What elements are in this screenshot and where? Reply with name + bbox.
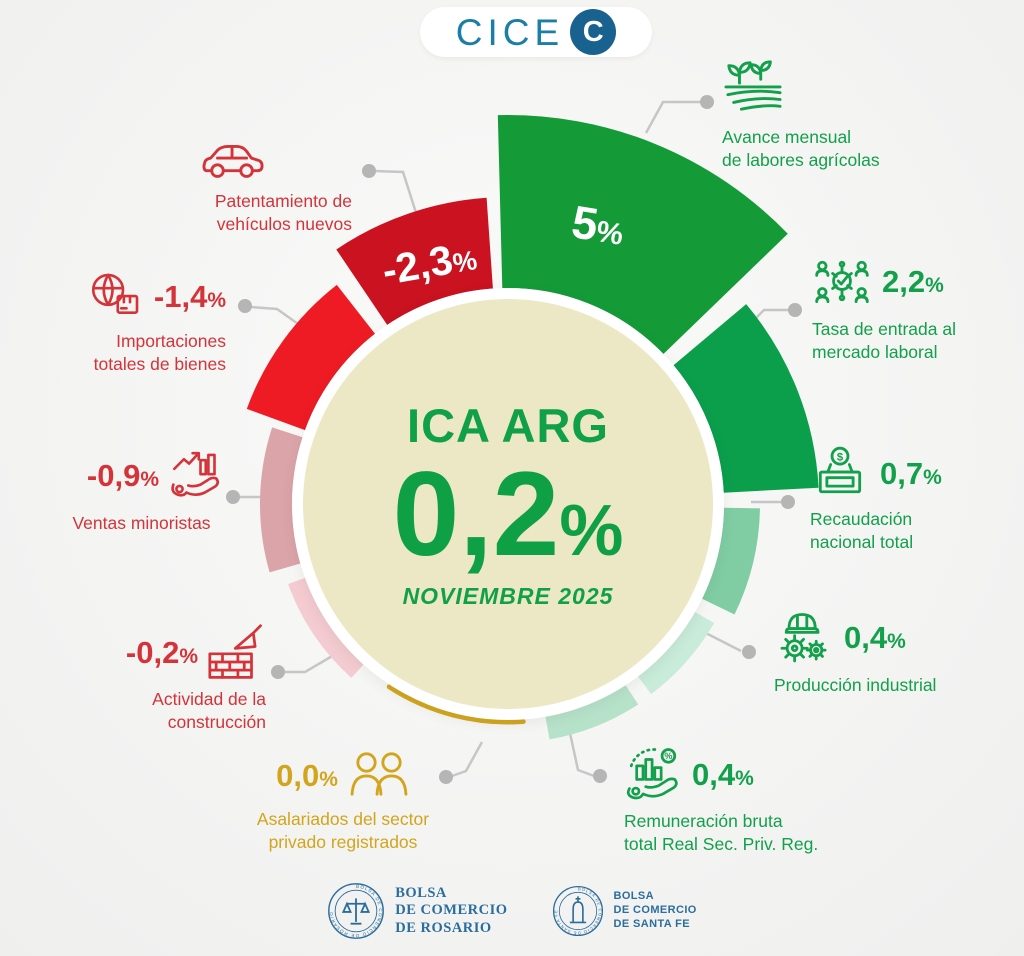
segment-importaciones — [246, 284, 375, 431]
callout-asalariados-label: Asalariados del sector privado registrad… — [256, 809, 430, 852]
hardhat-gears-icon — [780, 613, 827, 663]
callout-remuneracion-label: Remuneración bruta total Real Sec. Priv.… — [624, 811, 819, 854]
callout-asalariados: 0,0% Asalariados del sector privado regi… — [248, 750, 438, 854]
connector-dot-ventas — [226, 490, 240, 504]
logo-bolsa-santafe: BOLSA DE COMERCIO DE SANTA FE BOLSA DE C… — [552, 885, 697, 937]
segment-construccion — [288, 577, 364, 678]
connector-agro — [644, 100, 701, 134]
callout-construccion-label: Actividad de la construcción — [152, 689, 266, 732]
cicec-logo-badge: C — [570, 9, 617, 55]
connector-remuneracion — [568, 732, 595, 778]
connector-dot-remuneracion — [593, 769, 607, 783]
callout-produccion: 0,4% Producción industrial — [774, 608, 989, 697]
callout-importaciones-label: Importaciones totales de bienes — [93, 331, 226, 374]
footer: BOLSA DE COMERCIO DE ROSARIO BOLSA DE CO… — [0, 882, 1024, 940]
headline-value: 0,2% — [392, 447, 624, 581]
segment-tasa — [673, 304, 819, 493]
callout-recaudacion-label: Recaudación nacional total — [810, 509, 914, 552]
center-disc: ICA ARG 0,2% NOVIEMBRE 2025 — [292, 288, 724, 720]
period-label: NOVIEMBRE 2025 — [402, 583, 614, 609]
svg-text:%: % — [664, 751, 672, 761]
callout-construccion: -0,2% Actividad de la construcción — [98, 624, 266, 734]
rosario-seal-icon: BOLSA DE COMERCIO DE ROSARIO — [328, 883, 385, 939]
connector-dot-produccion — [742, 645, 756, 659]
hand-rising-chart-icon — [171, 451, 220, 497]
callout-agro: Avance mensual de labores agrícolas — [722, 56, 937, 172]
chart-title: ICA ARG — [407, 399, 609, 452]
logo-bolsa-rosario: BOLSA DE COMERCIO DE ROSARIO BOLSA DE CO… — [327, 882, 507, 940]
callout-importaciones-row: -1,4% — [68, 270, 226, 322]
callout-construccion-row: -0,2% — [98, 624, 266, 680]
santafe-seal-icon: BOLSA DE COMERCIO DE SANTA FE — [552, 885, 603, 937]
connector-dot-importaciones — [238, 299, 252, 313]
callout-patentamiento: Patentamiento de vehículos nuevos — [202, 138, 352, 236]
callout-ventas: -0,9% Ventas minoristas — [58, 446, 225, 535]
callout-agro-label: Avance mensual de labores agrícolas — [722, 127, 880, 170]
callout-tasa-row: 2,2% — [812, 252, 982, 310]
callout-ventas-value: -0,9% — [86, 457, 159, 493]
two-people-icon — [350, 752, 408, 796]
hand-bars-percent-icon: % — [626, 748, 678, 800]
trowel-bricks-icon — [208, 624, 262, 679]
callout-importaciones-value: -1,4% — [153, 278, 226, 314]
callout-patentamiento-label: Patentamiento de vehículos nuevos — [214, 191, 352, 234]
connector-dot-asalariados — [439, 770, 453, 784]
callout-remuneracion: % 0,4% Remuneración bruta total Real Sec… — [624, 746, 829, 856]
santafe-name: BOLSA DE COMERCIO DE SANTA FE — [613, 890, 697, 930]
callout-recaudacion: $ 0,7% Recaudación nacional total — [810, 446, 980, 554]
callout-ventas-label: Ventas minoristas — [72, 513, 211, 533]
callout-remuneracion-value: 0,4% — [692, 756, 754, 792]
segment-ventas — [259, 427, 303, 573]
chart-segments — [246, 114, 819, 740]
callout-produccion-label: Producción industrial — [774, 675, 937, 695]
callout-recaudacion-row: $ 0,7% — [810, 446, 980, 500]
callout-recaudacion-value: 0,7% — [880, 455, 942, 491]
money-box-icon: $ — [818, 446, 862, 494]
globe-package-icon — [91, 273, 139, 314]
callout-ventas-row: -0,9% — [58, 446, 225, 504]
wedge-value-agro: 5% — [568, 195, 626, 252]
callout-importaciones: -1,4% Importaciones totales de bienes — [68, 270, 226, 376]
cicec-logo: CICE C — [420, 7, 652, 57]
callout-produccion-value: 0,4% — [844, 619, 906, 655]
callout-tasa: 2,2% Tasa de entrada al mercado laboral — [812, 252, 982, 364]
segment-produccion — [638, 612, 715, 695]
callout-tasa-label: Tasa de entrada al mercado laboral — [812, 319, 956, 362]
people-network-check-icon — [815, 260, 869, 304]
segment-remuneracion — [545, 685, 639, 740]
callout-construccion-value: -0,2% — [125, 634, 198, 670]
connector-patentamiento — [374, 169, 420, 220]
connector-dot-recaudacion — [781, 495, 795, 509]
segment-agro — [497, 114, 788, 355]
cicec-logo-text: CICE — [455, 11, 565, 53]
cicec-badge-letter: C — [582, 15, 604, 48]
connector-dot-tasa — [788, 303, 802, 317]
rosario-name: BOLSA DE COMERCIO DE ROSARIO — [395, 884, 508, 936]
connector-dot-agro — [700, 95, 714, 109]
car-icon — [202, 144, 264, 178]
callout-asalariados-row: 0,0% — [248, 750, 438, 800]
sprout-field-icon — [724, 60, 782, 111]
connector-asalariados — [451, 741, 484, 778]
callout-remuneracion-row: % 0,4% — [624, 746, 829, 802]
connector-dot-construccion — [271, 665, 285, 679]
svg-text:$: $ — [837, 451, 844, 463]
segment-asalariados — [386, 684, 526, 725]
segment-patentamiento — [336, 197, 493, 325]
callout-asalariados-value: 0,0% — [276, 757, 338, 793]
connector-dot-patentamiento — [362, 164, 376, 178]
callout-tasa-value: 2,2% — [882, 263, 944, 299]
segment-recaudacion — [702, 507, 760, 615]
callout-produccion-row: 0,4% — [774, 608, 989, 666]
connector-construccion — [284, 653, 335, 674]
